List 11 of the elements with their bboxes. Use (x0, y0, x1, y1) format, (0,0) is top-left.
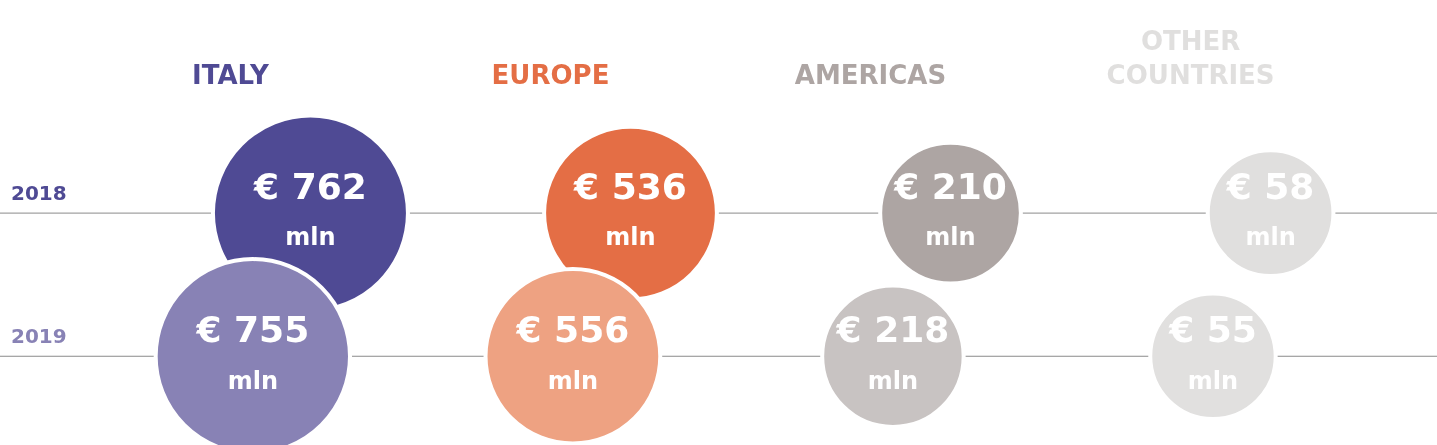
data-label: € 556 mln (515, 308, 630, 395)
category-label: ITALY (192, 59, 271, 90)
data-label: € 218 mln (835, 308, 950, 395)
data-label: € 755 mln (195, 308, 310, 395)
text: 2018 (11, 181, 67, 206)
text: 2019 (11, 324, 67, 349)
data-label: € 536 mln (573, 165, 687, 252)
category-label: EUROPE (491, 59, 610, 90)
category-label: AMERICAS (794, 59, 947, 90)
data-label: € 210 mln (893, 165, 1007, 252)
data-label: € 762 mln (253, 165, 367, 252)
